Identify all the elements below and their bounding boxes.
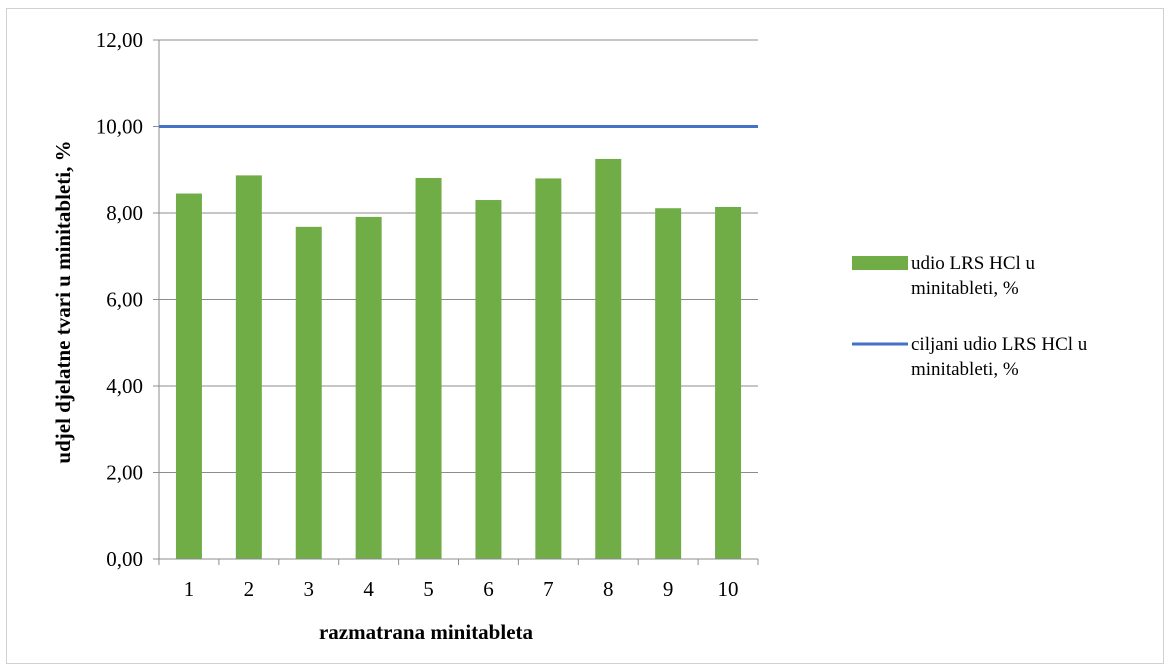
y-tick-label: 8,00 <box>106 201 143 225</box>
y-tick-label: 10,00 <box>96 115 143 139</box>
x-tick-label: 8 <box>603 577 614 601</box>
x-tick-label: 3 <box>304 577 315 601</box>
y-axis-title: udjel djelatne tvari u minitableti, % <box>51 140 75 463</box>
bar <box>475 200 502 559</box>
bar <box>535 178 562 559</box>
y-tick-label: 6,00 <box>106 288 143 312</box>
x-tick-label: 4 <box>363 577 374 601</box>
y-tick-label: 0,00 <box>106 547 143 571</box>
legend-bar-swatch <box>852 256 908 270</box>
x-tick-label: 10 <box>718 577 739 601</box>
y-tick-label: 12,00 <box>96 28 143 52</box>
bar <box>355 216 382 559</box>
x-tick-label: 9 <box>663 577 674 601</box>
legend-label-bars: udio LRS HCl u <box>911 253 1036 274</box>
legend-label-target: ciljani udio LRS HCl u <box>911 334 1088 355</box>
bar <box>295 226 322 559</box>
bar <box>715 206 742 559</box>
y-tick-label: 4,00 <box>106 374 143 398</box>
x-tick-label: 2 <box>244 577 255 601</box>
legend: udio LRS HCl u minitableti, % ciljani udio… <box>852 253 1088 380</box>
bar <box>415 177 442 559</box>
x-tick-label: 5 <box>423 577 434 601</box>
x-tick-label: 1 <box>184 577 195 601</box>
legend-label-target: minitableti, % <box>911 359 1019 380</box>
bar <box>595 158 622 559</box>
x-tick-label: 6 <box>483 577 494 601</box>
bar <box>235 175 262 559</box>
y-tick-label: 2,00 <box>106 461 143 485</box>
legend-label-bars: minitableti, % <box>911 278 1019 299</box>
x-axis-title: razmatrana minitableta <box>319 620 534 644</box>
x-tick-label: 7 <box>543 577 554 601</box>
bar <box>175 193 202 559</box>
bar <box>655 208 682 559</box>
